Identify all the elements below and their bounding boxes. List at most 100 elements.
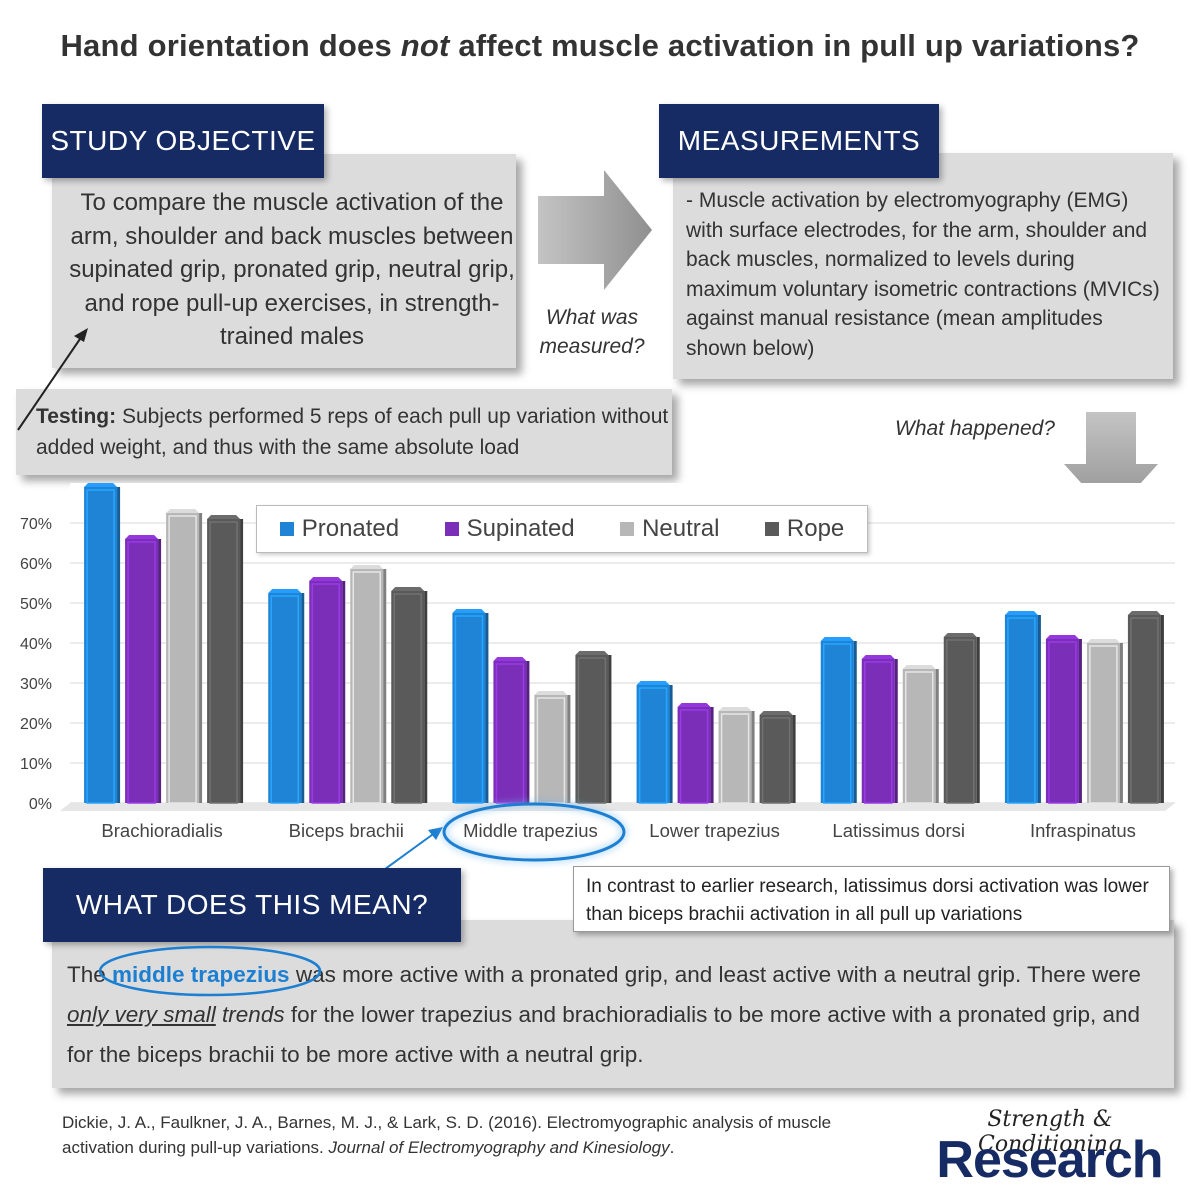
bar-top: [452, 609, 486, 613]
bar-bevel: [864, 661, 893, 804]
bar-neutral-infraspinatus: [1086, 643, 1120, 803]
bar-side: [424, 591, 428, 803]
bar-side: [1160, 615, 1164, 803]
bar-side: [383, 569, 387, 803]
chart-legend: Pronated Supinated Neutral Rope: [256, 505, 868, 553]
citation-journal: Journal of Electromyography and Kinesiol…: [328, 1138, 670, 1157]
bar-side: [710, 707, 714, 803]
legend-label: Neutral: [642, 515, 720, 542]
bar-supinated-biceps-brachii: [309, 581, 343, 803]
bar-top: [1127, 611, 1161, 615]
objective-box: [52, 154, 516, 368]
bar-supinated-brachioradialis: [125, 539, 159, 803]
bar-bevel: [393, 593, 422, 804]
meaning-part: was more active with a pronated grip, an…: [289, 962, 1141, 987]
legend-item-supinated: Supinated: [444, 515, 575, 543]
bar-bevel: [168, 515, 197, 804]
bar-bevel: [905, 671, 934, 804]
y-tick-label: 10%: [20, 756, 52, 773]
page-title: Hand orientation does not affect muscle …: [0, 28, 1200, 64]
title-emphasis: not: [400, 28, 450, 63]
bar-side: [935, 669, 939, 803]
bar-side: [158, 539, 162, 803]
bar-side: [669, 685, 673, 803]
bar-side: [342, 581, 346, 803]
legend-label: Pronated: [301, 515, 400, 542]
bar-pronated-middle-trapezius: [452, 613, 486, 803]
x-category-label: Brachioradialis: [101, 820, 222, 841]
bar-top: [902, 665, 936, 669]
y-tick-label: 20%: [20, 716, 52, 733]
y-tick-label: 60%: [20, 556, 52, 573]
bar-rope-latissimus-dorsi: [943, 637, 977, 803]
bar-top: [861, 655, 895, 659]
bar-top: [207, 515, 241, 519]
bar-pronated-latissimus-dorsi: [820, 641, 854, 803]
y-tick-label: 50%: [20, 596, 52, 613]
bar-supinated-lower-trapezius: [677, 707, 711, 803]
bar-pronated-lower-trapezius: [636, 685, 670, 803]
bar-bevel: [270, 595, 299, 804]
objective-heading: STUDY OBJECTIVE: [42, 104, 324, 178]
bar-side: [1078, 639, 1082, 803]
bar-side: [1037, 615, 1041, 803]
citation-text: Dickie, J. A., Faulkner, J. A., Barnes, …: [62, 1113, 832, 1157]
bar-pronated-infraspinatus: [1004, 615, 1038, 803]
what-measured-label: What was measured?: [539, 306, 645, 358]
bar-top: [677, 703, 711, 707]
bar-neutral-biceps-brachii: [350, 569, 384, 803]
testing-description: Subjects performed 5 reps of each pull u…: [36, 405, 669, 459]
bar-top: [534, 691, 568, 695]
bar-side: [1119, 643, 1123, 803]
legend-label: Rope: [786, 515, 845, 542]
right-arrow-icon: [538, 170, 652, 290]
bar-top: [391, 587, 425, 591]
measurements-text: - Muscle activation by electromyography …: [686, 189, 1160, 360]
bar-neutral-latissimus-dorsi: [902, 669, 936, 803]
bar-side: [853, 641, 857, 803]
bar-top: [493, 657, 527, 661]
bar-neutral-lower-trapezius: [718, 711, 752, 803]
bar-pronated-biceps-brachii: [268, 593, 302, 803]
bar-neutral-middle-trapezius: [534, 695, 568, 803]
x-category-label: Infraspinatus: [1030, 820, 1136, 841]
bar-top: [166, 509, 200, 513]
testing-text: Testing: Subjects performed 5 reps of ea…: [36, 401, 676, 463]
citation: Dickie, J. A., Faulkner, J. A., Barnes, …: [62, 1110, 892, 1160]
bar-pronated-brachioradialis: [84, 487, 118, 803]
objective-text: To compare the muscle activation of the …: [69, 189, 515, 350]
bar-rope-middle-trapezius: [575, 655, 609, 803]
bar-top: [636, 681, 670, 685]
bar-top: [84, 483, 118, 487]
bar-top: [1045, 635, 1079, 639]
y-tick-label: 70%: [20, 516, 52, 533]
what-happened-label: What happened?: [895, 417, 1055, 440]
bar-rope-biceps-brachii: [391, 591, 425, 803]
highlight-middle-trapezius: middle trapezius: [112, 962, 290, 987]
measurements-box: [673, 153, 1173, 379]
brand-logo-text: Research: [936, 1131, 1163, 1189]
bar-bevel: [209, 521, 238, 804]
latissimus-callout: In contrast to earlier research, latissi…: [573, 866, 1170, 932]
bar-top: [350, 565, 384, 569]
title-part: Hand orientation does: [60, 28, 401, 63]
bar-bevel: [946, 639, 975, 804]
legend-label: Supinated: [466, 515, 575, 542]
bar-bevel: [761, 717, 791, 804]
bar-side: [751, 711, 755, 803]
bar-top: [309, 577, 343, 581]
bar-bevel: [1130, 617, 1159, 804]
y-tick-label: 0%: [29, 796, 52, 813]
bar-bevel: [352, 571, 381, 804]
legend-item-pronated: Pronated: [279, 515, 400, 543]
bar-top: [820, 637, 854, 641]
legend-swatch: [279, 522, 294, 536]
emphasis-trends: trends: [215, 1002, 285, 1027]
bar-top: [1086, 639, 1120, 643]
testing-label: Testing:: [36, 405, 117, 428]
bar-bevel: [1007, 617, 1036, 804]
bar-bevel: [127, 541, 156, 804]
testing-box: [16, 389, 672, 475]
bar-side: [240, 519, 244, 803]
bar-supinated-latissimus-dorsi: [861, 659, 895, 803]
